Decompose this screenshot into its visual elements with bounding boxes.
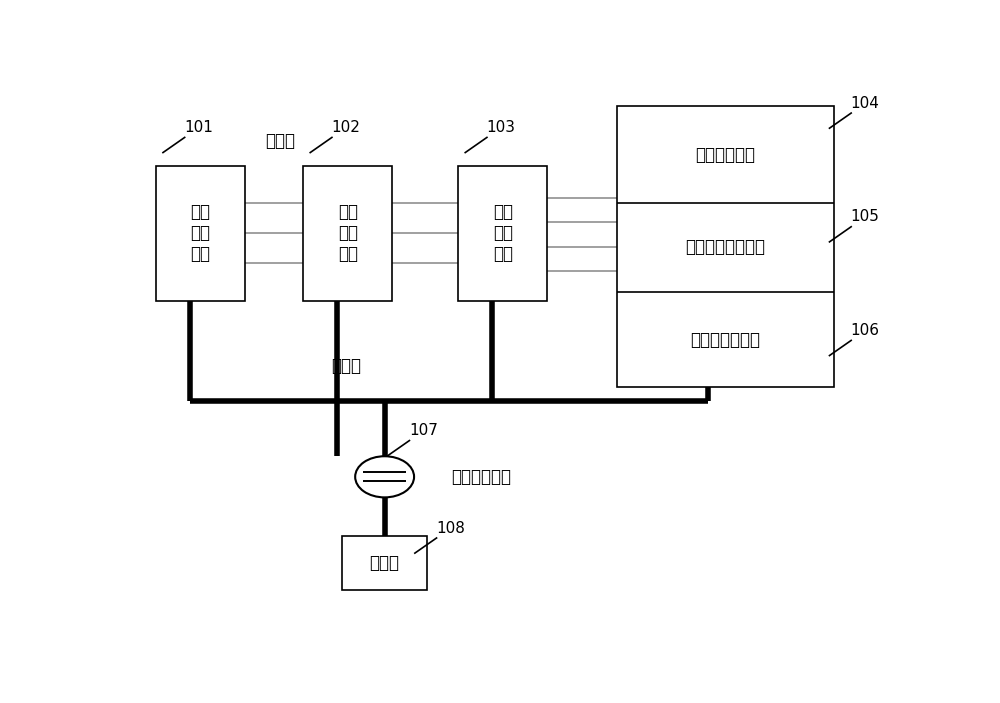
Text: 空气弹簧执行机构: 空气弹簧执行机构 — [686, 238, 766, 257]
Bar — [458, 166, 547, 301]
Text: 空压机继电器: 空压机继电器 — [696, 146, 756, 164]
Bar — [617, 106, 834, 387]
Text: 蓄电池: 蓄电池 — [370, 555, 400, 572]
Text: 信号线: 信号线 — [265, 132, 295, 150]
Bar — [342, 536, 427, 591]
Text: 108: 108 — [436, 521, 465, 536]
Text: 103: 103 — [486, 120, 515, 135]
Text: 信号
采集
单元: 信号 采集 单元 — [191, 203, 211, 263]
Text: 减振器执行机构: 减振器执行机构 — [691, 330, 761, 349]
Text: 101: 101 — [184, 120, 213, 135]
Text: 102: 102 — [331, 120, 360, 135]
Text: 电源启动开关: 电源启动开关 — [452, 467, 512, 486]
Bar — [156, 166, 245, 301]
Text: 上层
控制
模块: 上层 控制 模块 — [338, 203, 358, 263]
Bar — [303, 166, 392, 301]
Text: 107: 107 — [409, 423, 438, 438]
Text: 电源线: 电源线 — [331, 357, 361, 375]
Text: 104: 104 — [851, 96, 880, 111]
Text: 106: 106 — [851, 323, 880, 338]
Text: 底层
控制
模块: 底层 控制 模块 — [493, 203, 513, 263]
Text: 105: 105 — [851, 209, 880, 224]
